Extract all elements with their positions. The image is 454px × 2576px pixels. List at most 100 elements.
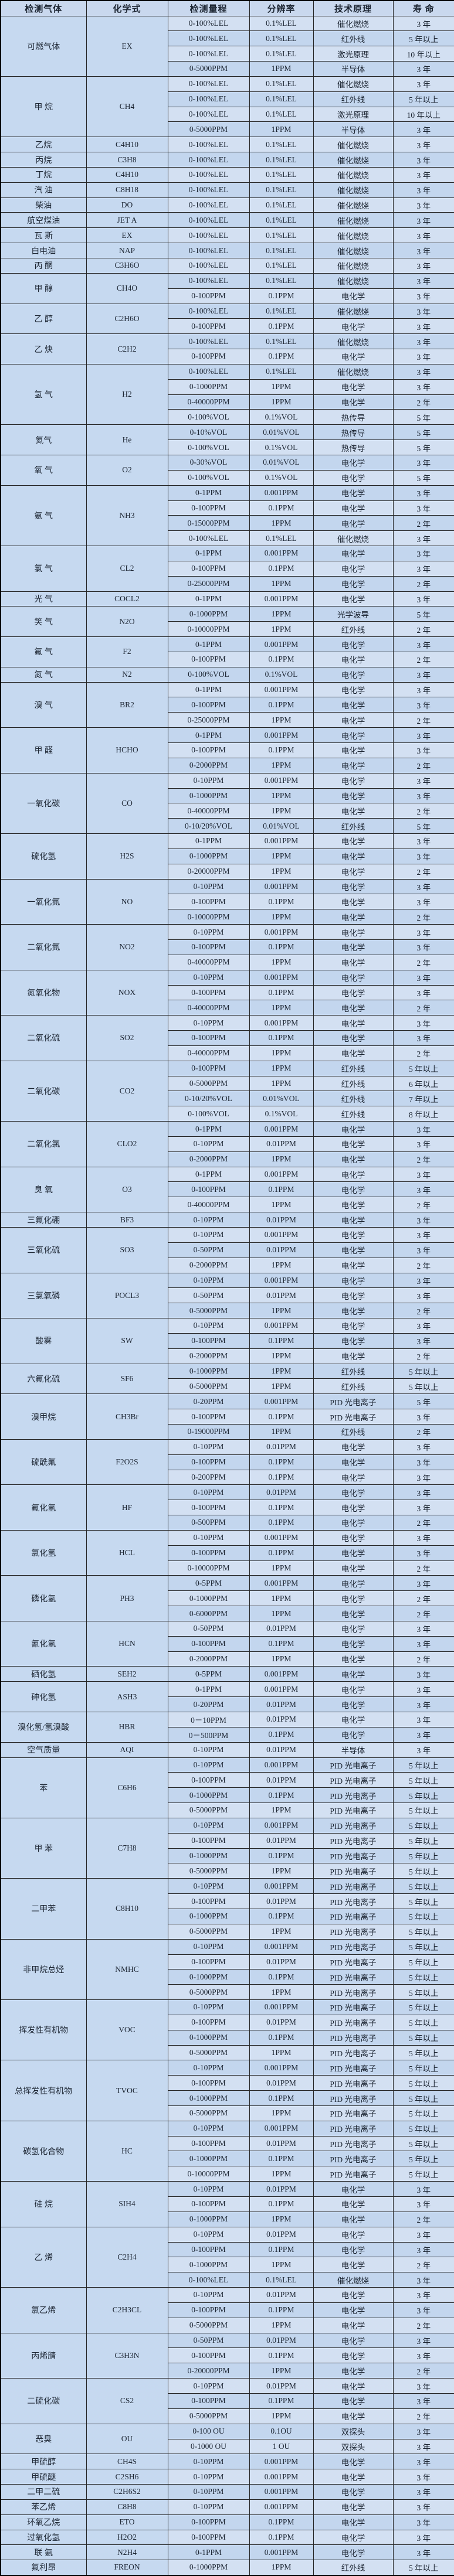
principle-cell: 双探头 <box>313 2438 394 2455</box>
table-row: 过氧化氢 H2O2 0-100PPM 0.1PPM 电化学 3 年 <box>0 2529 454 2546</box>
range-cell: 0-40000PPM <box>167 803 250 819</box>
principle-cell: 电化学 <box>313 1287 394 1304</box>
principle-cell: 电化学 <box>313 697 394 713</box>
range-cell: 0-20PPM <box>167 1393 250 1410</box>
chemical-formula-cell: C4H10 <box>86 166 168 183</box>
chemical-formula-cell: ETO <box>86 2514 168 2530</box>
principle-cell: PID 光电离子 <box>313 1954 394 1970</box>
chemical-formula-cell: O2 <box>86 454 168 486</box>
gas-name-cell: 丙烷 <box>0 152 87 168</box>
gas-name-cell: 硒化氢 <box>0 1666 87 1682</box>
lifespan-cell: 5 年以上 <box>392 1863 454 1879</box>
range-cell: 0-30%VOL <box>167 454 250 471</box>
range-cell: 0-10PPM <box>167 2454 250 2470</box>
chemical-formula-cell: CLO2 <box>86 1121 168 1167</box>
resolution-cell: 0.01PPM <box>249 1712 314 1727</box>
table-row: 氯乙烯 C2H3CL 0-10PPM 0.01PPM 电化学 3 年 <box>0 2287 454 2333</box>
chemical-formula-cell: BF3 <box>86 1212 168 1228</box>
principle-cell: 电化学 <box>313 712 394 728</box>
resolution-cell: 0.001PPM <box>249 636 314 652</box>
principle-cell: 电化学 <box>313 1620 394 1637</box>
column-header-4: 分辨率 <box>249 0 314 16</box>
principle-cell: 电化学 <box>313 500 394 516</box>
range-cell: 0-5000PPM <box>167 1923 250 1940</box>
lifespan-cell: 2 年 <box>392 651 454 667</box>
lifespan-cell: 3 年 <box>392 742 454 758</box>
lifespan-cell: 3 年 <box>392 1500 454 1516</box>
table-row: 0-2000PPM 1PPM 电化学 2 年 <box>1 1151 454 1167</box>
principle-cell: 电化学 <box>313 939 394 955</box>
lifespan-cell: 3 年 <box>392 591 454 607</box>
resolution-cell: 1PPM <box>249 1802 314 1818</box>
resolution-cell: 0.001PPM <box>249 546 314 561</box>
range-cell: 0-10PPM <box>167 2469 250 2485</box>
table-row: 0-40000PPM 1PPM 电化学 2 年 <box>1 394 454 410</box>
column-header-1: 检测气体 <box>0 0 87 16</box>
principle-cell: 半导体 <box>313 1742 394 1758</box>
table-row: 0-100PPM 0.1PPM 电化学 3 年 <box>1 1454 454 1470</box>
lifespan-cell: 3 年 <box>392 1696 454 1712</box>
lifespan-cell: 3 年 <box>392 1635 454 1652</box>
lifespan-cell: 3 年 <box>392 2226 454 2243</box>
chemical-formula-cell: C2H6O <box>86 303 168 335</box>
range-cell: 0-100PPM <box>167 1635 250 1652</box>
range-cell: 0-1PPM <box>167 682 250 698</box>
lifespan-cell: 3 年 <box>392 2272 454 2288</box>
resolution-cell: 1PPM <box>249 954 314 970</box>
table-row: 甲 醇 CH4O 0-100%LEL 0.1%LEL 催化燃烧 3 年 <box>0 272 454 304</box>
principle-cell: 电化学 <box>313 2287 394 2303</box>
range-cell: 0-100%VOL <box>167 409 250 425</box>
resolution-cell: 1PPM <box>249 2045 314 2061</box>
gas-name-cell: 氟 气 <box>0 636 87 667</box>
resolution-cell: 1PPM <box>249 621 314 638</box>
lifespan-cell: 2 年 <box>392 2317 454 2333</box>
principle-cell: 催化燃烧 <box>313 333 394 350</box>
resolution-cell: 0.1PPM <box>249 697 314 713</box>
principle-cell: 电化学 <box>313 1318 394 1334</box>
resolution-cell: 0.1PPM <box>249 1469 314 1485</box>
lifespan-cell: 5 年以上 <box>392 2014 454 2030</box>
lifespan-cell: 3 年 <box>392 485 454 501</box>
principle-cell: 电化学 <box>313 1333 394 1349</box>
chemical-formula-cell: H2O2 <box>86 2529 168 2546</box>
chemical-formula-cell: C3H6O <box>86 258 168 274</box>
resolution-cell: 1PPM <box>249 2211 314 2227</box>
lifespan-cell: 2 年 <box>392 394 454 410</box>
lifespan-cell: 5 年 <box>392 818 454 834</box>
chemical-formula-cell: HC <box>86 2120 168 2182</box>
principle-cell: 电化学 <box>313 2181 394 2197</box>
principle-cell: 电化学 <box>313 1696 394 1712</box>
resolution-cell: 1PPM <box>249 1348 314 1364</box>
range-cell: 0-100%VOL <box>167 666 250 683</box>
table-row: 0-10PPM 0.01PPM 电化学 3 年 <box>1 1136 454 1152</box>
lifespan-cell: 3 年 <box>392 1529 454 1546</box>
table-body: 可燃气体 EX 0-100%LEL 0.1%LEL 催化燃烧 3 年 0-100%LEL 0.… <box>0 15 454 2576</box>
resolution-cell: 0.1%LEL <box>249 2272 314 2288</box>
principle-cell: 电化学 <box>313 1000 394 1016</box>
principle-cell: 半导体 <box>313 121 394 138</box>
lifespan-cell: 3 年 <box>392 318 454 335</box>
range-cell: 0-100PPM <box>167 1954 250 1970</box>
range-cell: 0-100%LEL <box>167 2272 250 2288</box>
lifespan-cell: 5 年 <box>392 409 454 425</box>
lifespan-cell: 3 年 <box>392 2514 454 2530</box>
range-cell: 0-10PPM <box>167 1212 250 1228</box>
range-cell: 0-10PPM <box>167 1938 250 1955</box>
lifespan-cell: 3 年 <box>392 1121 454 1137</box>
gas-name-cell: 硫化氢 <box>0 833 87 880</box>
principle-cell: 电化学 <box>313 1197 394 1213</box>
table-row: 乙 烯 C2H4 0-10PPM 0.01PPM 电化学 3 年 <box>0 2226 454 2288</box>
table-row: 甲硫醚 C2SH6 0-10PPM 0.001PPM 电化学 3 年 <box>0 2469 454 2485</box>
table-row: 恶臭 OU 0-100 OU 0.1OU 双探头 3 年 <box>0 2423 454 2455</box>
lifespan-cell: 3 年 <box>392 1227 454 1243</box>
table-row: 氯化氢 HCL 0-10PPM 0.001PPM 电化学 3 年 <box>0 1529 454 1576</box>
lifespan-cell: 3 年 <box>392 303 454 319</box>
resolution-cell: 0.001PPM <box>249 682 314 698</box>
table-row: 甲 醛 HCHO 0-1PPM 0.001PPM 电化学 3 年 <box>0 727 454 774</box>
range-cell: 0-100%LEL <box>167 272 250 289</box>
range-cell: 0-5PPM <box>167 1666 250 1682</box>
table-row: 0-40000PPM 1PPM 电化学 2 年 <box>1 1197 454 1213</box>
resolution-cell: 0.001PPM <box>249 1938 314 1955</box>
range-cell: 0-10/20%VOL <box>167 818 250 834</box>
chemical-formula-cell: C3H3N <box>86 2332 168 2379</box>
